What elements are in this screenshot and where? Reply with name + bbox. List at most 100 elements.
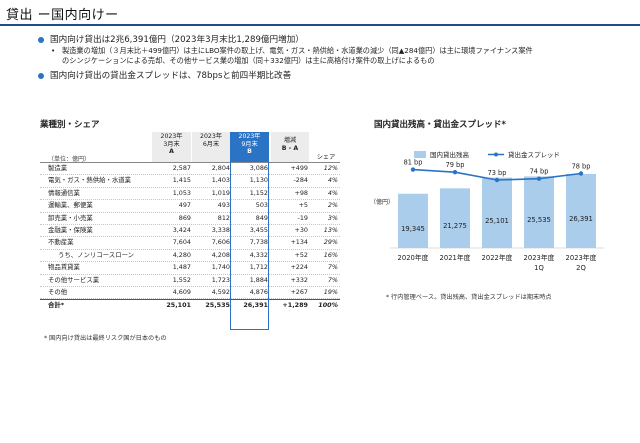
cell-d: -19 — [297, 213, 308, 222]
cell-a: 25,101 — [166, 301, 191, 310]
cell-d: +267 — [290, 287, 308, 296]
summary-bullets: 国内向け貸出は2兆6,391億円（2023年3月末比1,289億円増加） • 製… — [38, 34, 628, 82]
cell-d: +224 — [290, 263, 308, 272]
unit-label: （単位：億円） — [48, 156, 91, 163]
cell-d: +98 — [294, 188, 309, 197]
table-row: 不動産業 7,604 7,606 7,738 +134 29% — [40, 237, 340, 250]
cell-a: 4,609 — [172, 287, 191, 296]
y-axis-label: （億円） — [370, 198, 394, 206]
cell-b0: 4,208 — [211, 250, 230, 259]
bar — [398, 193, 428, 248]
cell-s: 4% — [327, 188, 338, 197]
table-footnote: * 国内向け貸出は最終リスク国が日本のもの — [44, 335, 167, 342]
cell-d: +52 — [294, 250, 309, 259]
row-label: その他 — [48, 287, 68, 296]
cell-a: 3,424 — [172, 225, 191, 234]
cell-s: 3% — [327, 213, 338, 222]
bar-value-label: 19,345 — [401, 225, 425, 233]
cell-d: +5 — [298, 201, 308, 210]
x-tick-label: 2023年度 — [524, 253, 555, 262]
page-title: 貸出 ー国内向けー — [6, 8, 119, 23]
cell-b0: 1,403 — [211, 176, 230, 185]
spread-value-label: 81 bp — [404, 159, 423, 167]
table-row: 物品賃貸業 1,487 1,740 1,712 +224 7% — [40, 262, 340, 275]
legend-bar-label: 国内貸出残高 — [430, 150, 470, 159]
cell-s: 100% — [318, 301, 338, 310]
cell-s: 29% — [323, 238, 338, 247]
bar-value-label: 26,391 — [569, 215, 593, 223]
cell-s: 7% — [327, 263, 338, 272]
row-label: 製造業 — [48, 164, 68, 172]
spread-point — [578, 171, 584, 176]
cell-d: +332 — [290, 275, 308, 284]
cell-a: 2,587 — [172, 164, 191, 172]
cell-b0: 2,804 — [211, 164, 230, 172]
cell-a: 7,604 — [172, 238, 191, 247]
x-tick-label: 2023年度 — [566, 253, 597, 262]
cell-b: 3,455 — [249, 225, 268, 234]
cell-a: 1,415 — [172, 176, 191, 185]
cell-s: 12% — [323, 164, 338, 172]
cell-b: 4,332 — [249, 250, 268, 259]
cell-b: 1,712 — [249, 263, 268, 272]
bullet-dot-icon — [38, 73, 44, 79]
cell-b: 26,391 — [243, 301, 268, 310]
header-col-jun: 2023年 6月末 — [192, 132, 230, 162]
row-label: 運輸業、郵便業 — [48, 201, 93, 210]
row-label: 物品賃貸業 — [48, 263, 80, 272]
cell-b0: 1,740 — [211, 263, 230, 272]
row-label: 電気・ガス・熱供給・水道業 — [48, 176, 132, 185]
cell-s: 19% — [323, 287, 338, 296]
bar-value-label: 21,275 — [443, 222, 467, 230]
cell-s: 13% — [323, 225, 338, 234]
row-label: うち、ノンリコースローン — [58, 250, 135, 259]
cell-a: 1,552 — [172, 275, 191, 284]
row-label: 卸売業・小売業 — [48, 213, 93, 222]
spread-value-label: 74 bp — [530, 168, 549, 176]
x-tick-label: 2022年度 — [482, 253, 513, 262]
cell-b: 1,884 — [249, 275, 268, 284]
table-row: 金融業・保険業 3,424 3,338 3,455 +30 13% — [40, 225, 340, 238]
table-body: 製造業 2,587 2,804 3,086 +499 12% 電気・ガス・熱供給・水道業 1,… — [40, 163, 340, 312]
title-rule — [0, 24, 640, 26]
spread-point — [494, 177, 500, 183]
cell-b0: 25,535 — [205, 301, 230, 310]
header-col-a: 2023年 3月末 A — [152, 132, 191, 162]
x-tick-label: 2Q — [576, 264, 586, 272]
cell-d: -284 — [293, 176, 308, 185]
legend-line-label: 貸出金スプレッド — [508, 150, 560, 159]
cell-b: 1,152 — [249, 188, 268, 197]
cell-d: +1,289 — [282, 301, 308, 310]
table-row: その他サービス業 1,552 1,723 1,884 +332 7% — [40, 275, 340, 287]
cell-d: +499 — [290, 164, 308, 172]
spread-point — [410, 167, 416, 172]
bar — [524, 176, 554, 248]
spread-value-label: 73 bp — [488, 169, 507, 177]
cell-b0: 812 — [217, 213, 230, 222]
table-row: 卸売業・小売業 869 812 849 -19 3% — [40, 213, 340, 225]
cell-s: 7% — [327, 275, 338, 284]
chart-title: 国内貸出残高・貸出金スプレッド* — [374, 120, 506, 130]
table-row: 電気・ガス・熱供給・水道業 1,415 1,403 1,130 -284 4% — [40, 175, 340, 188]
cell-b0: 3,338 — [211, 225, 230, 234]
x-tick-label: 2021年度 — [440, 253, 471, 262]
cell-b: 849 — [255, 213, 268, 222]
table-row: 運輸業、郵便業 497 493 503 +5 2% — [40, 200, 340, 213]
x-tick-label: 2020年度 — [398, 253, 429, 262]
row-label: 情報通信業 — [48, 188, 80, 197]
cell-b0: 7,606 — [211, 238, 230, 247]
header-col-share: シェア — [316, 154, 336, 161]
cell-a: 497 — [178, 201, 191, 210]
bar-value-label: 25,535 — [527, 216, 551, 224]
row-label: 不動産業 — [48, 238, 74, 247]
spread-value-label: 79 bp — [446, 161, 465, 169]
sector-table: （単位：億円） 2023年 3月末 A 2023年 6月末 2023年 9月末 B 増減 B… — [40, 132, 340, 330]
bar — [566, 174, 596, 248]
bar-value-label: 25,101 — [485, 217, 509, 225]
cell-b: 1,130 — [249, 176, 268, 185]
table-row: 製造業 2,587 2,804 3,086 +499 12% — [40, 163, 340, 176]
cell-d: +30 — [294, 225, 309, 234]
table-header: （単位：億円） 2023年 3月末 A 2023年 6月末 2023年 9月末 B 増減 B… — [40, 132, 340, 163]
spread-point — [452, 170, 458, 175]
legend-line-marker — [494, 152, 498, 157]
